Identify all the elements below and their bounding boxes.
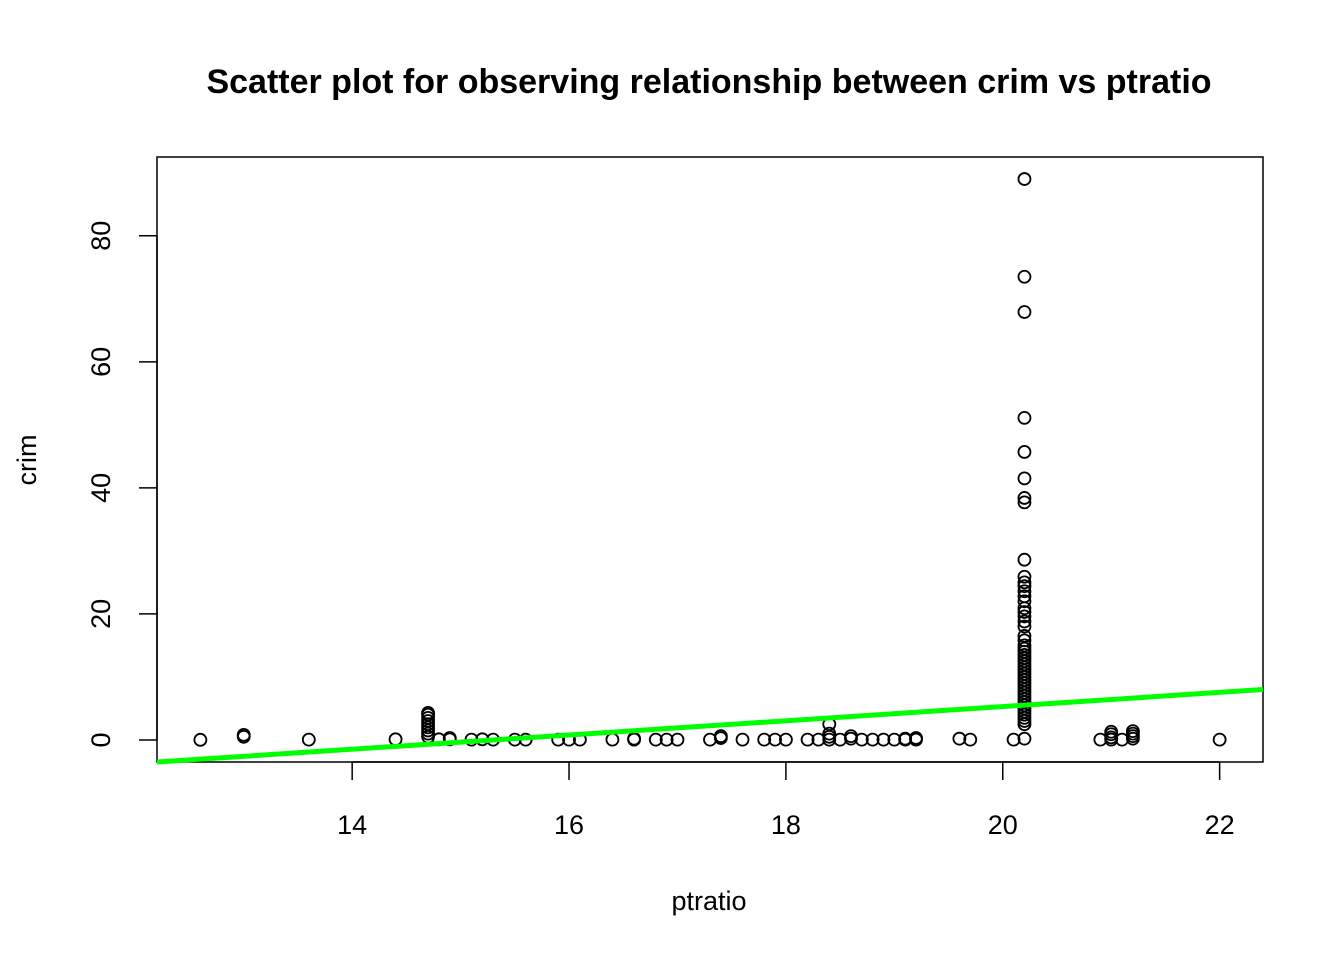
data-point — [909, 731, 923, 745]
data-point — [779, 732, 793, 747]
x-tick-label: 20 — [988, 810, 1018, 840]
data-point — [1017, 731, 1032, 746]
data-point — [1017, 569, 1032, 584]
y-tick-label: 80 — [86, 221, 116, 251]
data-point — [670, 732, 685, 747]
data-point — [1017, 172, 1032, 186]
data-point — [1017, 594, 1032, 609]
data-point — [1017, 629, 1032, 643]
y-tick-label: 0 — [86, 732, 116, 747]
data-point — [1017, 445, 1032, 459]
y-axis: 0 20 40 60 80 — [86, 221, 158, 747]
regression-line — [156, 687, 1264, 765]
data-point — [898, 731, 913, 746]
data-point — [1212, 732, 1227, 747]
data-point — [952, 731, 967, 746]
data-point — [713, 729, 728, 744]
data-point — [822, 726, 837, 741]
data-point — [876, 732, 891, 747]
x-tick-label: 22 — [1205, 810, 1235, 840]
data-point — [800, 732, 815, 747]
data-point — [1017, 495, 1032, 510]
y-tick-label: 60 — [86, 347, 116, 377]
data-point — [1017, 575, 1032, 590]
data-point — [887, 732, 902, 747]
data-point — [1017, 411, 1032, 425]
chart-title: Scatter plot for observing relationship … — [206, 63, 1211, 101]
data-point — [1104, 724, 1119, 739]
data-point — [1017, 605, 1032, 619]
data-point — [605, 732, 620, 747]
data-point — [1017, 579, 1032, 594]
data-point — [768, 732, 782, 747]
data-point — [1017, 589, 1032, 604]
y-tick-label: 40 — [86, 473, 116, 503]
x-axis-label: ptratio — [671, 886, 746, 916]
data-point — [421, 705, 435, 720]
x-tick-label: 18 — [771, 810, 801, 840]
x-axis: 14 16 18 20 22 — [337, 761, 1235, 840]
y-tick-label: 20 — [86, 599, 116, 629]
data-point — [1017, 269, 1032, 284]
data-point — [854, 732, 869, 747]
data-point — [1017, 609, 1032, 624]
data-point — [1017, 491, 1032, 505]
data-point — [1017, 552, 1032, 567]
data-point — [1017, 584, 1032, 599]
x-tick-label: 16 — [554, 810, 584, 840]
data-point — [1017, 638, 1032, 653]
data-point — [963, 732, 978, 747]
data-points — [193, 172, 1227, 747]
data-point — [388, 732, 403, 747]
data-point — [1017, 614, 1032, 629]
data-point — [193, 732, 208, 747]
y-axis-label: crim — [12, 435, 42, 486]
data-point — [648, 732, 663, 747]
data-point — [1017, 305, 1032, 319]
data-point — [659, 732, 674, 747]
data-point — [1017, 633, 1032, 648]
data-point — [1006, 732, 1021, 747]
data-point — [757, 732, 772, 747]
data-point — [1125, 724, 1140, 739]
x-tick-label: 14 — [337, 810, 367, 840]
data-point — [865, 732, 880, 747]
data-point — [1017, 619, 1032, 634]
data-point — [1017, 471, 1032, 486]
plot-frame — [156, 156, 1264, 763]
data-point — [301, 732, 316, 747]
data-point — [735, 732, 750, 747]
data-point — [236, 728, 251, 742]
